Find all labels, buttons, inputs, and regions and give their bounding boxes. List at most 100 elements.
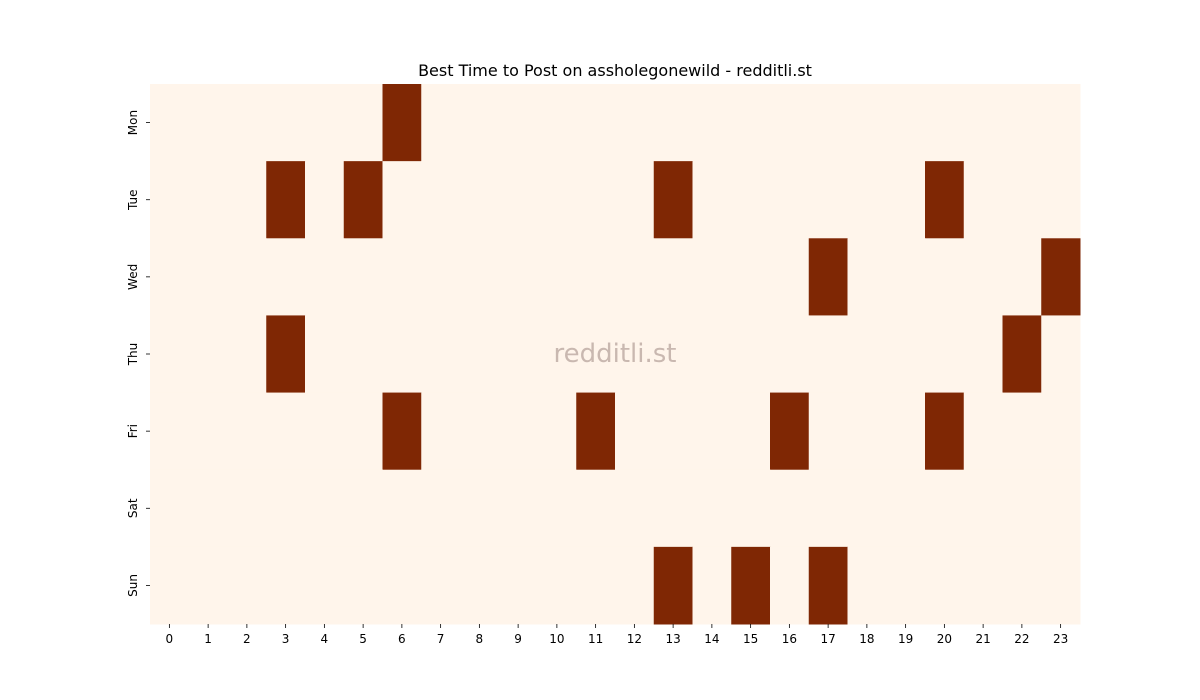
- heatmap-cell-wed-5: [343, 238, 383, 316]
- heatmap-cell-wed-14: [692, 238, 732, 316]
- heatmap-cell-thu-1: [188, 315, 228, 394]
- heatmap-cell-sat-4: [305, 469, 345, 548]
- x-tick-label: 4: [321, 632, 329, 646]
- heatmap-cell-fri-23: [1041, 392, 1081, 471]
- heatmap-cell-tue-17: [808, 161, 848, 239]
- y-axis: Mon Tue Wed Thu Fri Sat Sun: [126, 110, 150, 597]
- x-tick-label: 23: [1053, 632, 1068, 646]
- heatmap-cell-fri-1: [188, 392, 228, 471]
- x-tick-label: 2: [243, 632, 251, 646]
- heatmap-cell-wed-18: [847, 238, 887, 316]
- heatmap-cell-wed-2: [227, 238, 267, 316]
- heatmap-cell-mon-18: [847, 84, 887, 162]
- heatmap-cell-fri-18: [847, 392, 887, 471]
- heatmap-cell-tue-14: [692, 161, 732, 239]
- heatmap-cell-sat-8: [460, 469, 500, 548]
- heatmap-cell-sun-8: [460, 546, 500, 625]
- heatmap-cell-thu-12: [615, 315, 655, 394]
- heatmap-cell-wed-3: [266, 238, 306, 316]
- heatmap-cell-wed-7: [421, 238, 461, 316]
- y-tick-label: Tue: [126, 189, 140, 211]
- heatmap-cell-mon-12: [615, 84, 655, 162]
- heatmap-cell-mon-11: [576, 84, 616, 162]
- y-tick-label: Sun: [126, 574, 140, 597]
- heatmap-cell-sat-7: [421, 469, 461, 548]
- heatmap-cell-wed-15: [731, 238, 771, 316]
- heatmap-cell-fri-8: [460, 392, 500, 471]
- heatmap-cell-tue-10: [537, 161, 577, 239]
- heatmap-cell-mon-1: [188, 84, 228, 162]
- heatmap-cell-wed-17: [808, 238, 848, 316]
- watermark: redditli.st: [554, 339, 677, 369]
- x-tick-label: 5: [359, 632, 367, 646]
- heatmap-cell-sat-2: [227, 469, 267, 548]
- x-tick-label: 14: [704, 632, 719, 646]
- x-tick-label: 7: [437, 632, 445, 646]
- heatmap-cell-sun-5: [343, 546, 383, 625]
- x-tick-label: 21: [975, 632, 990, 646]
- heatmap-cell-sun-11: [576, 546, 616, 625]
- heatmap-cell-tue-9: [498, 161, 538, 239]
- heatmap-cell-fri-6: [382, 392, 422, 471]
- heatmap-cell-sat-17: [808, 469, 848, 548]
- heatmap-cell-fri-7: [421, 392, 461, 471]
- chart-title: Best Time to Post on assholegonewild - r…: [418, 61, 812, 80]
- heatmap-cell-mon-2: [227, 84, 267, 162]
- heatmap-cell-sun-3: [266, 546, 306, 625]
- heatmap-cell-sun-19: [886, 546, 926, 625]
- heatmap-cell-sun-21: [963, 546, 1003, 625]
- heatmap-cell-sun-20: [925, 546, 965, 625]
- heatmap-cell-sat-12: [615, 469, 655, 548]
- heatmap-cell-fri-3: [266, 392, 306, 471]
- heatmap-cell-wed-9: [498, 238, 538, 316]
- heatmap-cell-thu-18: [847, 315, 887, 394]
- heatmap-cell-mon-23: [1041, 84, 1081, 162]
- heatmap-cell-thu-9: [498, 315, 538, 394]
- x-axis: 0 1 2 3 4 5 6 7 8 9 10 11 12 13 14 15 16 17 18 19 20 21 22 23: [166, 624, 1068, 646]
- heatmap-cells: [150, 84, 1081, 625]
- heatmap-cell-sun-22: [1002, 546, 1042, 625]
- heatmap-cell-thu-4: [305, 315, 345, 394]
- heatmap-cell-wed-1: [188, 238, 228, 316]
- heatmap-cell-thu-13: [653, 315, 693, 394]
- heatmap-cell-wed-16: [770, 238, 810, 316]
- heatmap-cell-tue-23: [1041, 161, 1081, 239]
- heatmap-cell-thu-10: [537, 315, 577, 394]
- y-tick-label: Wed: [126, 264, 140, 290]
- heatmap-cell-sun-9: [498, 546, 538, 625]
- heatmap-cell-fri-11: [576, 392, 616, 471]
- x-tick-label: 19: [898, 632, 913, 646]
- heatmap-cell-sat-5: [343, 469, 383, 548]
- heatmap-cell-sat-3: [266, 469, 306, 548]
- heatmap-cell-thu-5: [343, 315, 383, 394]
- heatmap-cell-sun-4: [305, 546, 345, 625]
- x-tick-label: 3: [282, 632, 290, 646]
- heatmap-cell-sat-11: [576, 469, 616, 548]
- x-tick-label: 22: [1014, 632, 1029, 646]
- heatmap-cell-sun-2: [227, 546, 267, 625]
- heatmap-cell-tue-13: [653, 161, 693, 239]
- heatmap-cell-sun-23: [1041, 546, 1081, 625]
- heatmap-cell-wed-12: [615, 238, 655, 316]
- heatmap-cell-mon-8: [460, 84, 500, 162]
- heatmap-cell-fri-17: [808, 392, 848, 471]
- heatmap-cell-sun-16: [770, 546, 810, 625]
- heatmap-cell-tue-12: [615, 161, 655, 239]
- heatmap-cell-mon-20: [925, 84, 965, 162]
- heatmap-cell-mon-0: [150, 84, 190, 162]
- heatmap-cell-mon-3: [266, 84, 306, 162]
- heatmap-cell-mon-4: [305, 84, 345, 162]
- x-tick-label: 1: [204, 632, 212, 646]
- heatmap-cell-sat-23: [1041, 469, 1081, 548]
- heatmap-cell-sat-22: [1002, 469, 1042, 548]
- x-tick-label: 13: [665, 632, 680, 646]
- heatmap-cell-tue-20: [925, 161, 965, 239]
- heatmap-cell-tue-3: [266, 161, 306, 239]
- heatmap-cell-tue-15: [731, 161, 771, 239]
- x-tick-label: 10: [549, 632, 564, 646]
- x-tick-label: 12: [627, 632, 642, 646]
- heatmap-cell-sat-6: [382, 469, 422, 548]
- heatmap-cell-tue-22: [1002, 161, 1042, 239]
- heatmap-cell-fri-14: [692, 392, 732, 471]
- heatmap-cell-mon-17: [808, 84, 848, 162]
